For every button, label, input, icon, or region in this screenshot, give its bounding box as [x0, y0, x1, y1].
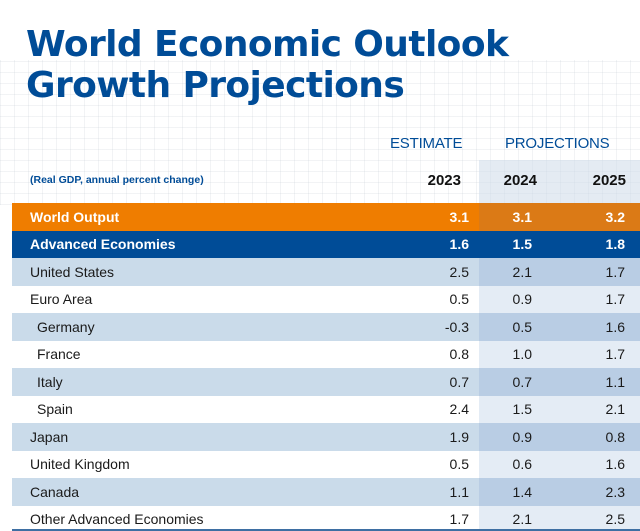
- row-label: Other Advanced Economies: [30, 511, 204, 528]
- value-2023: 0.5: [449, 291, 469, 308]
- value-2025: 0.8: [605, 428, 625, 445]
- projection-cell-background: [479, 285, 640, 313]
- row-label: United States: [30, 263, 115, 280]
- table-row: United States 2.5 2.1 1.7: [12, 258, 640, 286]
- value-2023: 1.6: [449, 236, 469, 253]
- projection-cell-background: [479, 450, 640, 478]
- projection-cell-background: [479, 478, 640, 506]
- year-header-2024: 2024: [503, 172, 537, 189]
- projections-header: PROJECTIONS: [505, 135, 610, 152]
- table-row: Other Advanced Economies 1.7 2.1 2.5: [12, 505, 640, 531]
- value-2024: 1.0: [512, 346, 532, 363]
- estimate-header: ESTIMATE: [390, 135, 463, 152]
- value-2024: 2.1: [512, 263, 532, 280]
- value-2025: 1.6: [605, 456, 625, 473]
- row-label: France: [37, 346, 81, 363]
- value-2024: 1.4: [512, 483, 532, 500]
- table-row: United Kingdom 0.5 0.6 1.6: [12, 450, 640, 478]
- value-2024: 0.6: [512, 456, 532, 473]
- value-2025: 1.7: [605, 291, 625, 308]
- value-2024: 0.9: [512, 428, 532, 445]
- projection-cell-background: [479, 395, 640, 423]
- table-subtitle: (Real GDP, annual percent change): [30, 174, 204, 186]
- row-label: Italy: [37, 373, 63, 390]
- value-2023: 3.1: [449, 208, 469, 225]
- row-label: Germany: [37, 318, 95, 335]
- projection-cell-background: [479, 340, 640, 368]
- value-2023: 1.1: [449, 483, 469, 500]
- year-header-2023: 2023: [427, 172, 461, 189]
- value-2025: 2.3: [605, 483, 625, 500]
- projection-cell-background: [479, 368, 640, 396]
- row-label: Euro Area: [30, 291, 93, 308]
- value-2025: 2.5: [605, 511, 625, 528]
- value-2024: 1.5: [512, 401, 532, 418]
- value-2023: 2.5: [449, 263, 469, 280]
- table-row: Spain 2.4 1.5 2.1: [12, 395, 640, 423]
- year-header-2025: 2025: [592, 172, 626, 189]
- value-2023: 0.8: [449, 346, 469, 363]
- value-2025: 3.2: [605, 208, 625, 225]
- row-label: Spain: [37, 401, 73, 418]
- page-title: World Economic Outlook Growth Projection…: [26, 24, 509, 106]
- value-2024: 0.9: [512, 291, 532, 308]
- projection-cell-background: [479, 230, 640, 258]
- value-2024: 1.5: [512, 236, 532, 253]
- row-label: World Output: [30, 208, 120, 225]
- value-2025: 2.1: [605, 401, 625, 418]
- table-bottom-rule: [12, 529, 640, 531]
- value-2023: 2.4: [449, 401, 469, 418]
- value-2023: 1.9: [449, 428, 469, 445]
- value-2023: 0.7: [449, 373, 469, 390]
- value-2023: 0.5: [449, 456, 469, 473]
- projection-cell-background: [479, 258, 640, 286]
- table-row: World Output 3.1 3.1 3.2: [12, 203, 640, 231]
- value-2024: 0.7: [512, 373, 532, 390]
- value-2023: 1.7: [449, 511, 469, 528]
- value-2025: 1.1: [605, 373, 625, 390]
- table-row: Japan 1.9 0.9 0.8: [12, 423, 640, 451]
- value-2023: -0.3: [444, 318, 469, 335]
- value-2024: 2.1: [512, 511, 532, 528]
- growth-table: World Output 3.1 3.1 3.2 Advanced Economies 1…: [12, 203, 640, 531]
- value-2025: 1.7: [605, 346, 625, 363]
- projection-cell-background: [479, 505, 640, 531]
- projections-header-band: [479, 160, 640, 203]
- title-line-1: World Economic Outlook: [26, 24, 509, 65]
- row-label: Advanced Economies: [30, 236, 176, 253]
- value-2024: 0.5: [512, 318, 532, 335]
- row-label: Japan: [30, 428, 69, 445]
- value-2025: 1.7: [605, 263, 625, 280]
- projection-cell-background: [479, 423, 640, 451]
- title-line-2: Growth Projections: [26, 65, 405, 106]
- table-row: Canada 1.1 1.4 2.3: [12, 478, 640, 506]
- row-label: Canada: [30, 483, 80, 500]
- projection-cell-background: [479, 313, 640, 341]
- value-2024: 3.1: [512, 208, 532, 225]
- table-row: Germany -0.3 0.5 1.6: [12, 313, 640, 341]
- row-label: United Kingdom: [30, 456, 130, 473]
- table-row: France 0.8 1.0 1.7: [12, 340, 640, 368]
- table-row: Italy 0.7 0.7 1.1: [12, 368, 640, 396]
- table-row: Advanced Economies 1.6 1.5 1.8: [12, 230, 640, 258]
- value-2025: 1.6: [605, 318, 625, 335]
- projection-cell-background: [479, 203, 640, 231]
- table-row: Euro Area 0.5 0.9 1.7: [12, 285, 640, 313]
- value-2025: 1.8: [605, 236, 625, 253]
